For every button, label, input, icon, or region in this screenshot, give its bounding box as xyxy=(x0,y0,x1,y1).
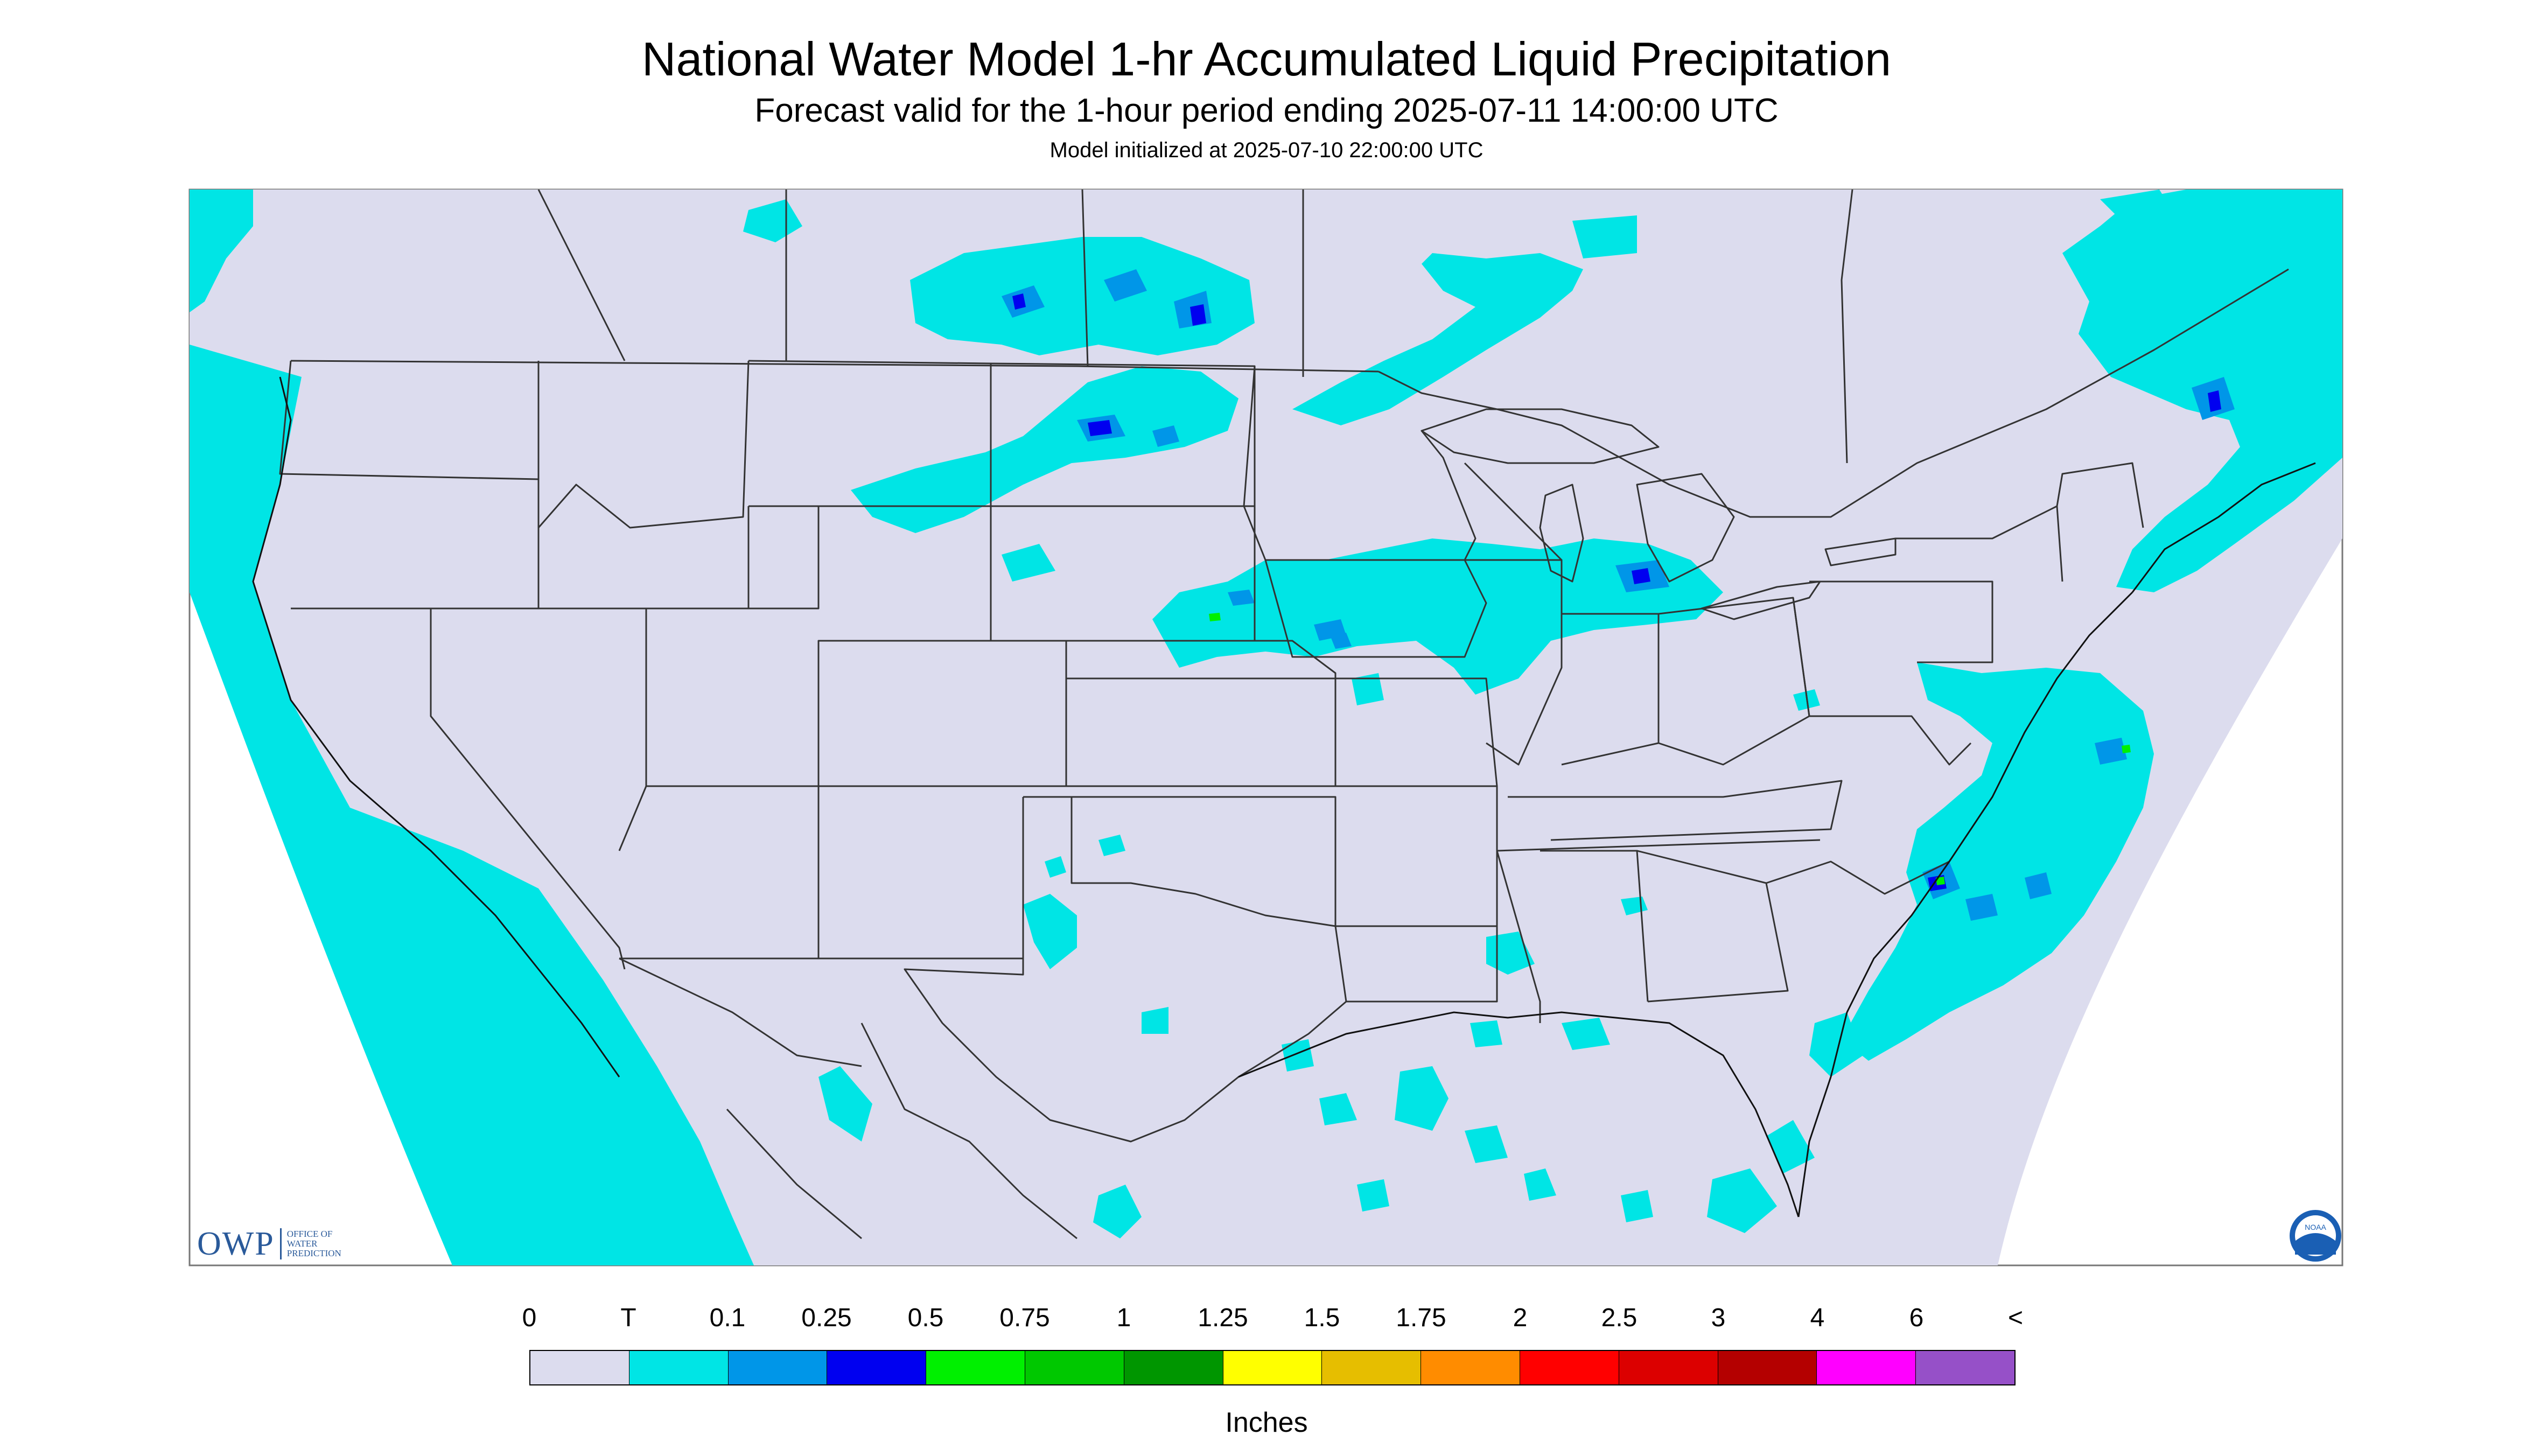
legend-units: Inches xyxy=(1225,1407,1308,1438)
wyoming-south-border xyxy=(646,506,820,610)
lake-ontario xyxy=(1824,537,1897,566)
ontario-quebec-border xyxy=(1841,190,1853,464)
legend-label: 3 xyxy=(1711,1304,1726,1332)
model-domain xyxy=(190,190,2342,1265)
legend-label: 0 xyxy=(522,1304,537,1332)
forecast-valid-subtitle: Forecast valid for the 1-hour period end… xyxy=(754,92,1779,129)
legend-label: 2.5 xyxy=(1601,1304,1638,1332)
owp-line-1: OFFICE OF xyxy=(286,1229,333,1239)
wisconsin-east xyxy=(1464,462,1563,561)
legend-swatch xyxy=(827,1351,927,1384)
kentucky-tennessee xyxy=(1508,780,1843,841)
legend-swatch xyxy=(1421,1351,1520,1384)
legend-label: 0.75 xyxy=(999,1304,1050,1332)
legend-label: < xyxy=(2007,1304,2024,1332)
map-title: National Water Model 1-hr Accumulated Li… xyxy=(641,32,1892,86)
gulf-coastline xyxy=(1238,1011,1800,1217)
new-york-vermont xyxy=(1895,505,2063,582)
legend-color-bar xyxy=(529,1350,2016,1385)
boundary-lines xyxy=(279,190,2289,1240)
legend-swatch xyxy=(1520,1351,1619,1384)
louisiana xyxy=(1346,926,1498,1003)
legend-label: 1 xyxy=(1116,1304,1131,1332)
oklahoma xyxy=(1023,796,1337,927)
legend-label: 0.1 xyxy=(709,1304,746,1332)
saskatchewan-manitoba-border xyxy=(1081,190,1089,367)
bc-alberta-border xyxy=(537,190,626,361)
owp-logo: OWP OFFICE OF WATER PREDICTION xyxy=(197,1222,341,1265)
north-dakota xyxy=(990,362,1256,507)
west-virginia-virginia xyxy=(1792,597,1972,766)
mississippi-alabama xyxy=(1496,850,1541,1023)
owp-line-3: PREDICTION xyxy=(286,1248,341,1258)
pennsylvania xyxy=(1809,580,1993,663)
legend-swatch xyxy=(926,1351,1025,1384)
legend-swatch xyxy=(728,1351,828,1384)
legend-swatch xyxy=(1718,1351,1817,1384)
legend-swatch xyxy=(1619,1351,1718,1384)
new-england xyxy=(2056,462,2144,528)
indiana xyxy=(1561,613,1660,766)
atlantic-coastline xyxy=(1797,591,2133,1217)
baja-coast xyxy=(726,1108,862,1240)
new-mexico xyxy=(817,786,1024,960)
legend-swatch xyxy=(1817,1351,1916,1384)
texas xyxy=(904,926,1347,1143)
washington-oregon-border xyxy=(279,360,539,480)
legend-swatch xyxy=(629,1351,729,1384)
us-canada-border-east xyxy=(1378,268,2289,518)
legend-label: 2 xyxy=(1513,1304,1528,1332)
iowa xyxy=(1264,559,1487,658)
illinois xyxy=(1465,559,1563,766)
noaa-logo: NOAA xyxy=(2290,1210,2341,1262)
owp-mark: OWP xyxy=(197,1225,275,1262)
pacific-coastline xyxy=(252,376,620,1077)
us-canada-border xyxy=(290,360,1379,373)
kansas xyxy=(1066,677,1337,787)
legend-label: 0.5 xyxy=(907,1304,944,1332)
owp-office-text: OFFICE OF WATER PREDICTION xyxy=(287,1229,341,1258)
legend-label: 1.75 xyxy=(1396,1304,1446,1332)
legend-label: 0.25 xyxy=(801,1304,852,1332)
idaho-montana-border xyxy=(537,360,750,529)
noaa-logo-text: NOAA xyxy=(2305,1223,2326,1231)
legend-swatch xyxy=(1916,1351,2014,1384)
owp-divider xyxy=(279,1228,282,1259)
mexico-interior xyxy=(860,1023,1077,1240)
legend-swatch xyxy=(1025,1351,1124,1384)
lake-huron xyxy=(1636,473,1735,583)
lake-michigan xyxy=(1539,484,1584,583)
legend-labels: 0 T 0.1 0.25 0.5 0.75 1 1.25 1.5 1.75 2 … xyxy=(0,1303,2533,1341)
legend-label: T xyxy=(620,1304,636,1332)
owp-line-2: WATER xyxy=(286,1238,318,1249)
lake-superior xyxy=(1421,408,1660,464)
legend-swatch xyxy=(1322,1351,1422,1384)
legend-label: 1.25 xyxy=(1198,1304,1248,1332)
legend-swatch xyxy=(530,1351,629,1384)
precip-heavy-areas xyxy=(1209,613,2131,885)
georgia-florida xyxy=(1636,850,1789,1003)
tennessee-south xyxy=(1496,839,1821,852)
lake-erie xyxy=(1701,580,1821,620)
coastlines xyxy=(252,376,2316,1217)
sc-nc-border xyxy=(1766,860,1950,895)
new-england-coastline xyxy=(2131,462,2316,593)
model-init-line: Model initialized at 2025-07-10 22:00:00… xyxy=(1049,138,1484,162)
montana-east-border xyxy=(748,360,992,507)
legend-label: 4 xyxy=(1810,1304,1825,1332)
legend-swatch xyxy=(1124,1351,1223,1384)
arkansas xyxy=(1335,785,1498,927)
legend-label: 1.5 xyxy=(1304,1304,1340,1332)
legend-label: 6 xyxy=(1909,1304,1924,1332)
legend-swatch xyxy=(1223,1351,1323,1384)
us-mexico-border-west xyxy=(619,957,862,1067)
